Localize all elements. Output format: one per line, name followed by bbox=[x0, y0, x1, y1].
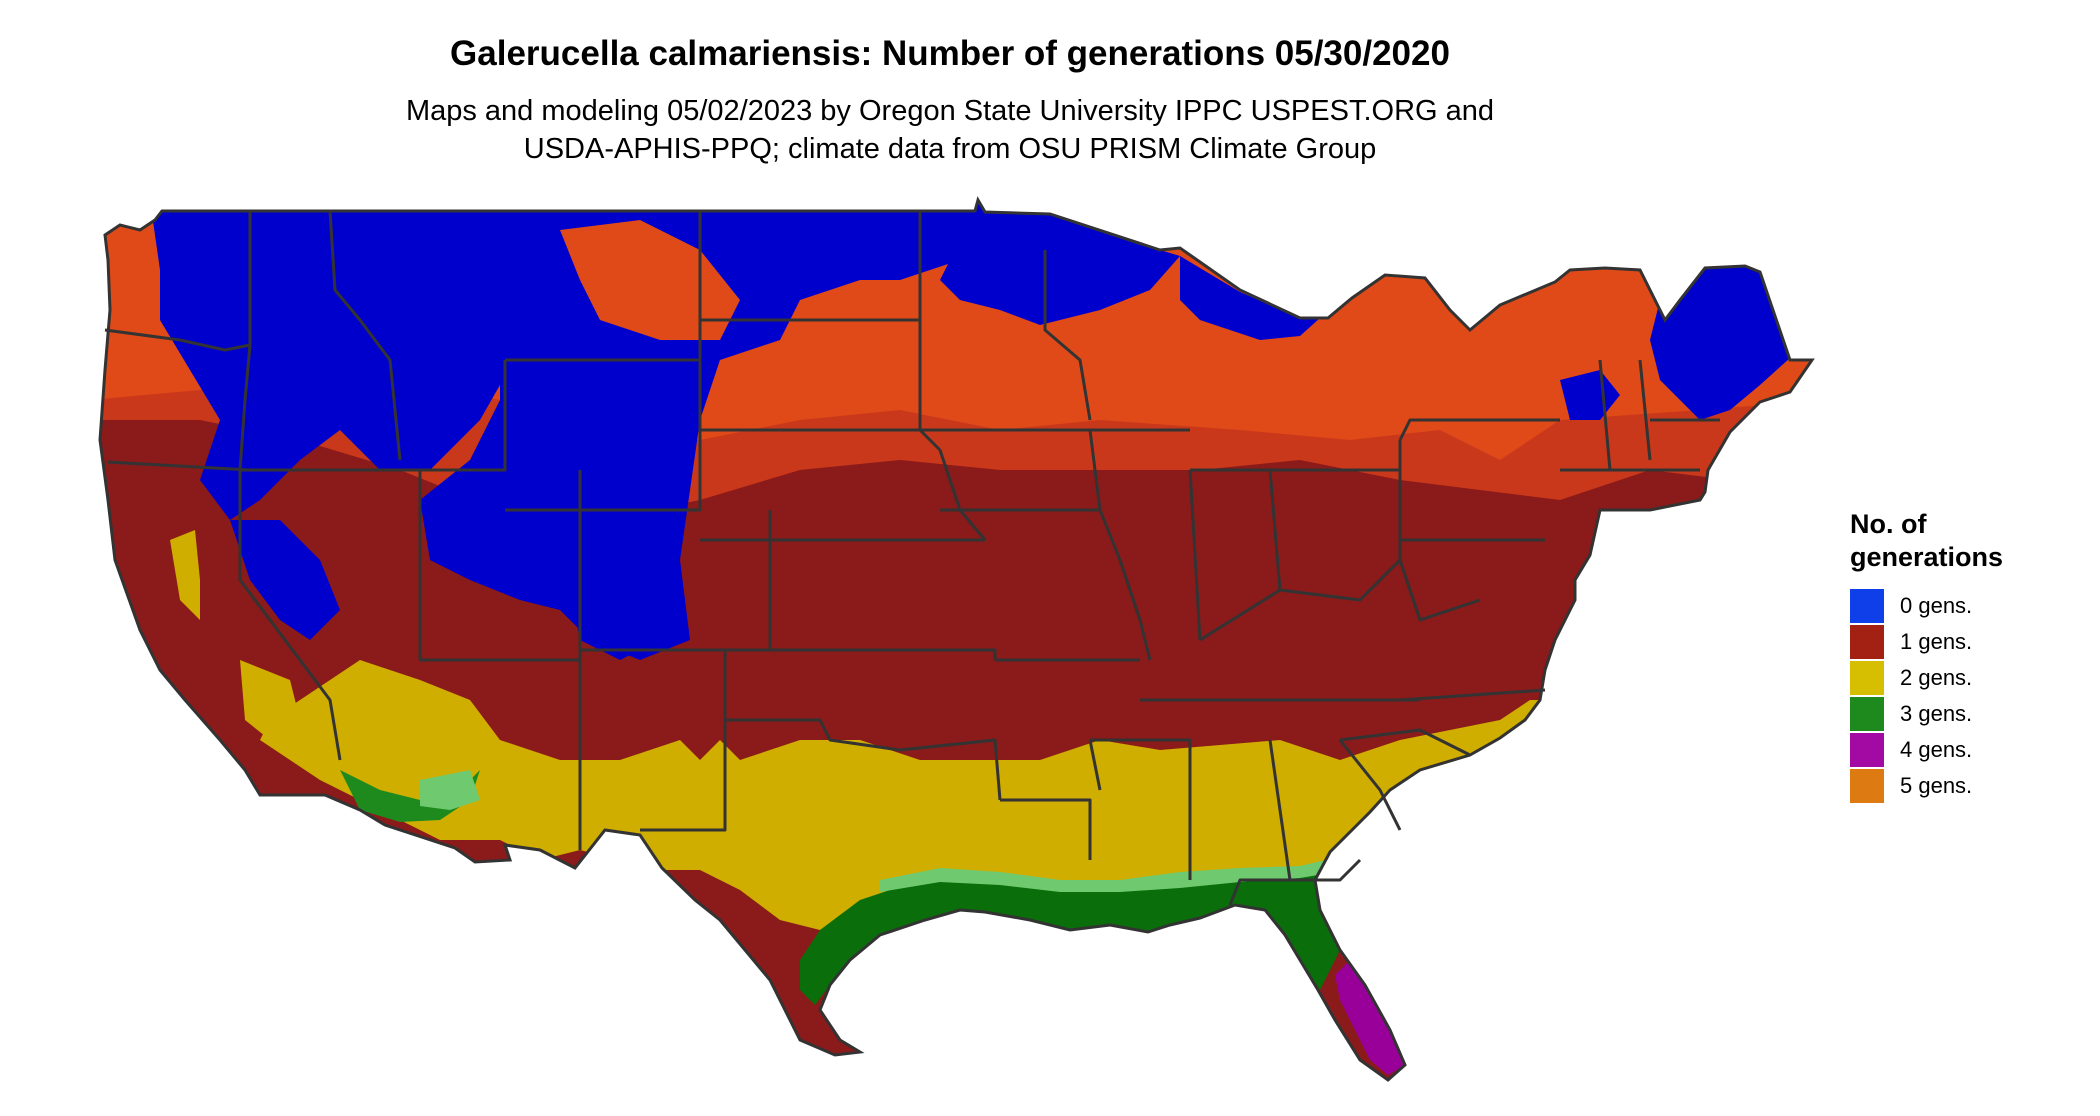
region-zero-gen-great-lakes bbox=[940, 200, 1180, 325]
region-five-gen-keys bbox=[1370, 1085, 1405, 1102]
border-nc-sc bbox=[1339, 728, 1471, 757]
region-zero-gen-mi-upper bbox=[1180, 256, 1320, 340]
border-ga-sc bbox=[1338, 739, 1402, 831]
legend-title-line-1: No. of bbox=[1850, 509, 1927, 539]
legend-swatch-5 bbox=[1850, 769, 1884, 803]
border-va-nc bbox=[1399, 688, 1546, 702]
legend-item-0: 0 gens. bbox=[1850, 588, 2080, 624]
legend-label-5: 5 gens. bbox=[1900, 773, 1973, 798]
legend-label-4: 4 gens. bbox=[1900, 737, 1973, 762]
border-wa-or bbox=[104, 328, 251, 352]
border-wy-ut-co bbox=[420, 360, 507, 472]
legend-swatch-1 bbox=[1850, 625, 1884, 659]
legend-swatch-4 bbox=[1850, 733, 1884, 767]
border-or-ca bbox=[107, 460, 251, 472]
legend-item-2: 2 gens. bbox=[1850, 660, 2080, 696]
border-pa-ny bbox=[1398, 418, 1560, 441]
legend-item-3: 3 gens. bbox=[1850, 696, 2080, 732]
border-ny-vt-nh bbox=[1598, 359, 1652, 471]
border-al-ga bbox=[1268, 739, 1292, 881]
map-title: Galerucella calmariensis: Number of gene… bbox=[450, 34, 1450, 73]
border-in-oh bbox=[1268, 469, 1282, 591]
legend-item-1: 1 gens. bbox=[1850, 624, 2080, 660]
map-fill-regions bbox=[100, 200, 1812, 1102]
legend: No. of generations 0 gens. 1 gens. 2 gen… bbox=[1850, 508, 2080, 804]
subtitle-line-1: Maps and modeling 05/02/2023 by Oregon S… bbox=[405, 95, 1495, 127]
state-borders bbox=[104, 210, 1720, 906]
border-wv-va bbox=[1398, 559, 1481, 622]
legend-swatch-0 bbox=[1850, 589, 1884, 623]
border-ky-oh-wv bbox=[1199, 558, 1402, 642]
border-new-england bbox=[1560, 418, 1720, 472]
border-nm-tx bbox=[640, 650, 727, 832]
region-two-gen-ca-south bbox=[240, 660, 300, 740]
border-ok-tx bbox=[725, 718, 1002, 801]
region-two-gen-south bbox=[260, 660, 1650, 930]
border-mo-il bbox=[1088, 429, 1152, 661]
legend-label-1: 1 gens. bbox=[1900, 629, 1973, 654]
legend-label-0: 0 gens. bbox=[1900, 593, 1973, 618]
legend-label-3: 3 gens. bbox=[1900, 701, 1973, 726]
border-ca-nv bbox=[238, 470, 342, 761]
border-id-mt bbox=[328, 210, 402, 461]
region-four-gen-florida bbox=[1335, 950, 1420, 1075]
border-ar-ms bbox=[1088, 739, 1102, 791]
legend-label-2: 2 gens. bbox=[1900, 665, 1973, 690]
legend-title: No. of generations bbox=[1850, 508, 2080, 574]
legend-title-line-2: generations bbox=[1850, 542, 2004, 572]
region-zero-gen-utah-co bbox=[570, 520, 680, 660]
region-zero-gen-rockies bbox=[420, 200, 990, 660]
region-two-gen-ca-central bbox=[170, 530, 200, 620]
region-four-gen-texas bbox=[840, 990, 905, 1050]
border-il-in bbox=[1188, 469, 1202, 641]
border-ne-ia-mo bbox=[938, 449, 987, 541]
border-ar-la-tx bbox=[1000, 798, 1092, 860]
border-or-id bbox=[238, 344, 252, 471]
legend-swatch-3 bbox=[1850, 697, 1884, 731]
border-mn-wi bbox=[1043, 250, 1092, 421]
subtitle-line-2: USDA-APHIS-PPQ; climate data from OSU PR… bbox=[523, 133, 1377, 165]
region-zero-gen-sierra bbox=[230, 520, 340, 640]
legend-item-5: 5 gens. bbox=[1850, 768, 2080, 804]
map-subtitle: Maps and modeling 05/02/2023 by Oregon S… bbox=[0, 92, 1900, 168]
region-three-gen-az-light bbox=[420, 770, 480, 810]
border-ks-ok bbox=[725, 648, 997, 660]
region-zero-gen-mt-orange-patch bbox=[560, 220, 740, 340]
border-wy-co-ne bbox=[505, 430, 702, 512]
legend-item-4: 4 gens. bbox=[1850, 732, 2080, 768]
border-fl-ga-al bbox=[1228, 858, 1362, 906]
legend-swatch-2 bbox=[1850, 661, 1884, 695]
